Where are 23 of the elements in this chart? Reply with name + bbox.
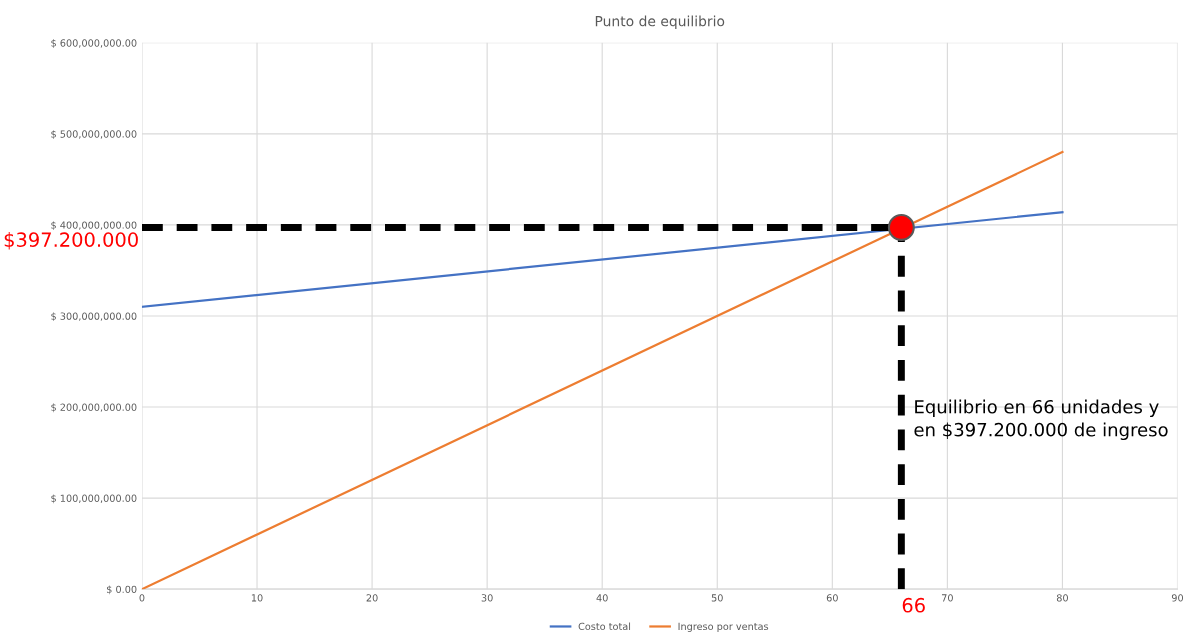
y-tick-label: $ 0.00 (106, 585, 137, 595)
y-tick-label: $ 600,000,000.00 (51, 39, 137, 48)
x-tick-label: 30 (481, 594, 493, 602)
chart-title: Punto de equilibrio (595, 15, 725, 30)
x-tick-label: 40 (596, 594, 608, 602)
x-tick-label: 70 (941, 594, 953, 602)
x-tick-label: 20 (366, 594, 378, 602)
annotation: 66 (902, 597, 925, 613)
annotation: $397.200.000 (4, 231, 138, 250)
y-tick-label: $ 400,000,000.00 (51, 221, 137, 231)
x-tick-label: 90 (1171, 594, 1184, 602)
annotation: Equilibrio en 66 unidades y en $397.200.000 de ingreso (914, 399, 1168, 441)
x-tick-label: 60 (826, 594, 838, 602)
x-tick-label: 80 (1056, 594, 1068, 602)
y-tick-label: $ 500,000,000.00 (51, 130, 137, 139)
x-tick-label: 0 (139, 594, 145, 602)
x-tick-label: 10 (251, 594, 263, 602)
legend-label: Costo total (578, 622, 631, 631)
y-tick-label: $ 300,000,000.00 (51, 312, 137, 322)
legend-label: Ingreso por ventas (678, 622, 769, 632)
y-tick-label: $ 100,000,000.00 (51, 494, 137, 504)
x-tick-label: 50 (711, 594, 723, 602)
y-tick-label: $ 200,000,000.00 (51, 403, 137, 413)
